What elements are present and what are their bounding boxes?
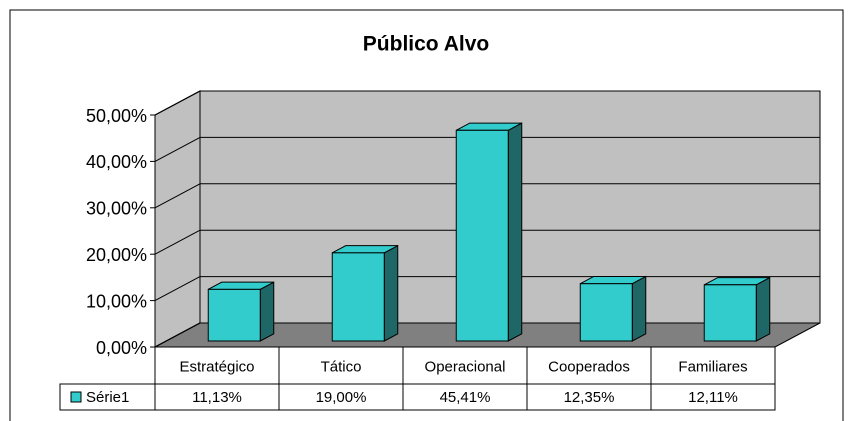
bar-front [703, 284, 757, 342]
grid-line [154, 322, 201, 348]
bar [331, 244, 399, 342]
value-label: 45,41% [440, 389, 491, 406]
grid-line [154, 136, 201, 162]
bar [703, 276, 771, 342]
bar-front [207, 288, 261, 342]
x-tick-label: Estratégico [179, 358, 254, 375]
bar-side [631, 275, 647, 342]
bar-side [383, 244, 399, 342]
value-label: 19,00% [316, 389, 367, 406]
bar-side [755, 276, 771, 342]
grid-line [154, 90, 201, 116]
x-tick-label: Operacional [425, 358, 506, 375]
bar [455, 122, 523, 342]
bar-side [259, 281, 275, 342]
y-tick-label: 20,00% [86, 245, 147, 265]
chart-border [9, 9, 844, 421]
value-label: 12,35% [564, 389, 615, 406]
y-tick-label: 40,00% [86, 152, 147, 172]
y-tick-label: 0,00% [96, 338, 147, 358]
bar [579, 275, 647, 342]
side-wall [154, 90, 201, 348]
grid-line [154, 276, 201, 302]
legend-key [70, 391, 82, 403]
y-tick-label: 30,00% [86, 199, 147, 219]
grid-line [154, 229, 201, 255]
value-label: 11,13% [192, 389, 242, 406]
bar-front [579, 283, 633, 342]
chart-title: Público Alvo [363, 33, 489, 56]
legend-label: Série1 [86, 389, 129, 406]
grid-line [154, 183, 201, 209]
x-tick-label: Cooperados [548, 358, 630, 375]
table-border [59, 346, 776, 411]
y-tick-label: 50,00% [86, 106, 147, 126]
value-label: 12,11% [688, 389, 738, 406]
x-tick-label: Familiares [678, 358, 747, 375]
bar-side [507, 122, 523, 342]
bar [207, 281, 275, 342]
bar-front [331, 252, 385, 342]
y-tick-label: 10,00% [86, 291, 147, 311]
bar-front [455, 129, 509, 342]
x-tick-label: Tático [321, 358, 362, 375]
